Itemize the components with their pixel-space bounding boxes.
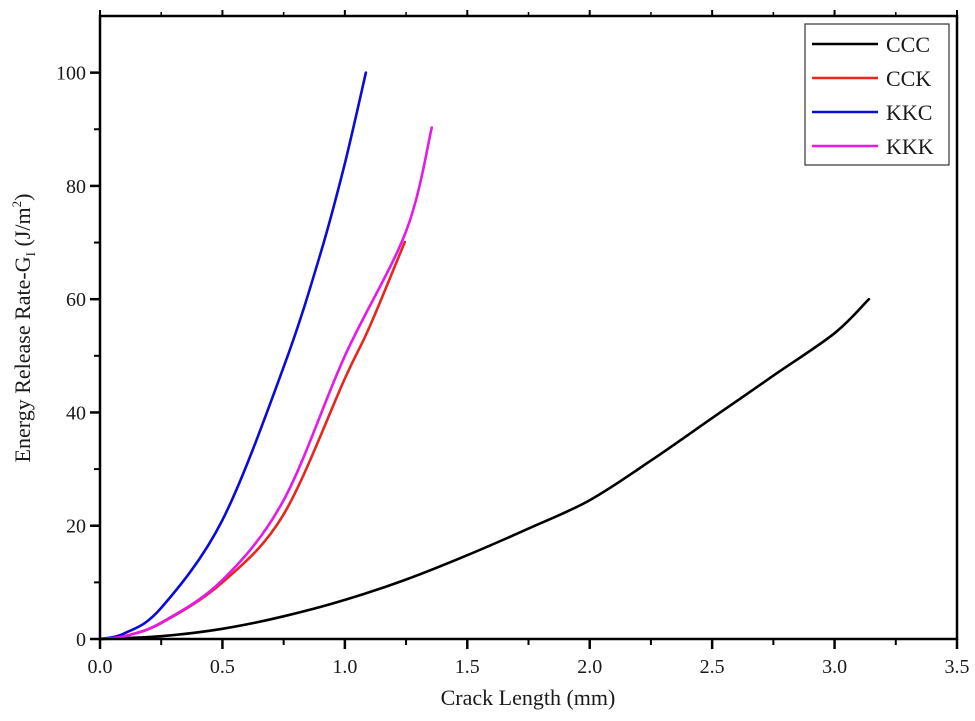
legend-label-kkc: KKC: [886, 100, 932, 125]
x-tick-label: 0.0: [88, 656, 113, 678]
legend-label-ccc: CCC: [886, 32, 930, 57]
y-axis-title: Energy Release Rate-GI (J/m2): [9, 194, 38, 463]
x-tick-label: 3.5: [945, 656, 970, 678]
x-tick-label: 2.0: [577, 656, 602, 678]
series-line-cck: [98, 240, 407, 641]
legend: CCC CCK KKC KKK: [804, 23, 950, 166]
x-tick-label: 0.5: [210, 656, 235, 678]
plot-area: [98, 71, 871, 641]
y-axis-ticks: 0 20 40 60 80 100: [56, 63, 100, 651]
x-tick-label: 2.5: [700, 656, 725, 678]
y-tick-label: 0: [76, 629, 86, 651]
y-tick-label: 60: [66, 289, 86, 311]
x-tick-label: 3.0: [822, 656, 847, 678]
series-line-kkc: [98, 71, 368, 641]
y-tick-label: 100: [56, 63, 86, 85]
legend-box: [804, 23, 950, 166]
series-line-kkk: [98, 126, 434, 641]
legend-label-cck: CCK: [886, 66, 931, 91]
y-tick-label: 40: [66, 402, 86, 424]
x-axis-ticks: 0.0 0.5 1.0 1.5 2.0 2.5 3.0 3.5: [88, 10, 970, 678]
legend-label-kkk: KKK: [886, 134, 934, 159]
x-tick-label: 1.0: [332, 656, 357, 678]
x-axis-title: Crack Length (mm): [441, 685, 616, 710]
series-line-ccc: [98, 297, 871, 641]
y-tick-label: 20: [66, 516, 86, 538]
y-tick-label: 80: [66, 176, 86, 198]
x-tick-label: 1.5: [455, 656, 480, 678]
